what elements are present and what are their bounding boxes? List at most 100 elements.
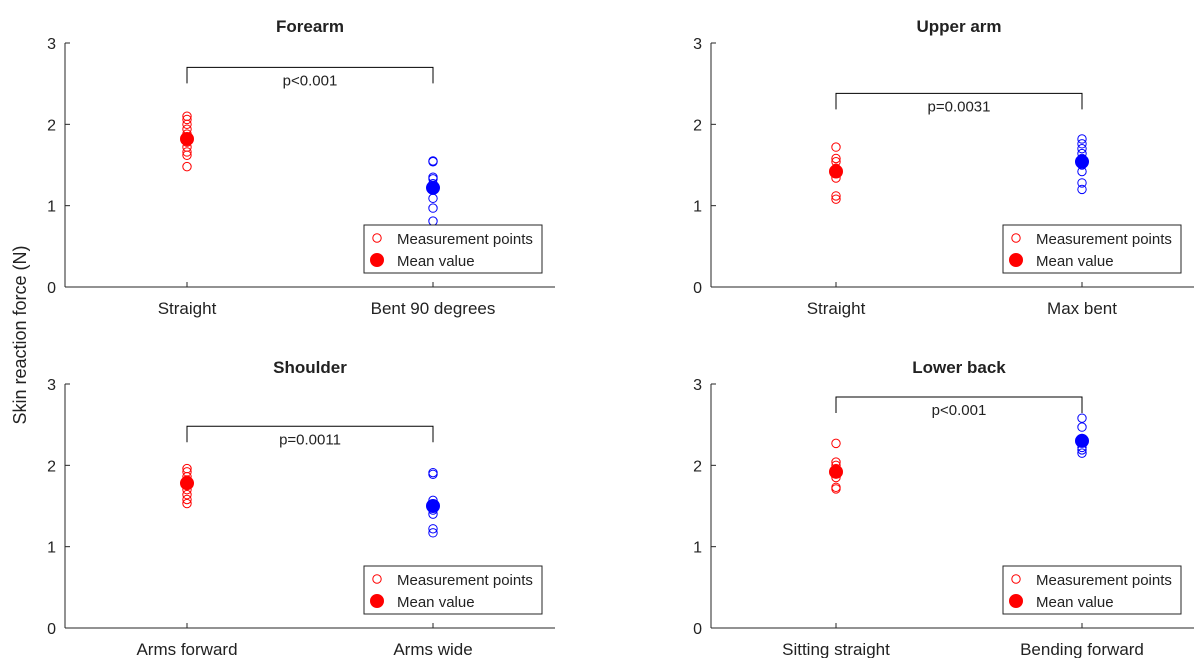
significance-label: p<0.001	[283, 72, 338, 89]
y-tick-label: 2	[693, 458, 702, 475]
x-category-label: Straight	[807, 299, 866, 318]
legend-marker-measurement	[372, 574, 382, 584]
mean-point	[426, 499, 440, 513]
measurement-point	[1077, 144, 1087, 154]
measurement-point	[428, 216, 438, 226]
y-tick-label: 2	[47, 458, 56, 475]
significance-bracket	[835, 92, 1083, 110]
measurement-point	[182, 147, 192, 157]
measurement-point	[428, 203, 438, 213]
x-category-label: Arms forward	[136, 640, 237, 658]
measurement-point	[182, 463, 192, 474]
y-tick-label: 0	[693, 280, 702, 297]
mean-point	[829, 464, 843, 479]
measurement-point	[428, 528, 438, 538]
y-tick-label: 3	[47, 36, 56, 53]
measurement-point	[182, 111, 192, 121]
measurement-point	[182, 114, 192, 125]
mean-point	[1075, 154, 1089, 169]
y-tick-label: 1	[47, 540, 56, 557]
legend-label: Measurement points	[397, 572, 533, 589]
y-tick-label: 3	[47, 377, 56, 394]
measurement-point	[831, 191, 841, 201]
measurement-point	[182, 498, 192, 509]
measurement-point	[1077, 139, 1087, 149]
legend-label: Mean value	[397, 253, 475, 270]
measurement-point	[1077, 448, 1087, 458]
legend: Measurement points Mean value	[1002, 565, 1182, 615]
y-tick-label: 1	[47, 199, 56, 216]
x-category-label: Bending forward	[1020, 640, 1144, 658]
measurement-point	[831, 482, 841, 492]
legend: Measurement points Mean value	[363, 565, 543, 615]
y-tick-label: 2	[693, 117, 702, 134]
legend-box	[363, 224, 543, 274]
measurement-point	[182, 161, 192, 172]
measurement-point	[1077, 134, 1087, 144]
significance-bracket	[835, 396, 1083, 414]
measurement-point	[831, 153, 841, 164]
legend-marker-measurement	[1011, 574, 1021, 584]
legend: Measurement points Mean value	[363, 224, 543, 274]
panel-title: Lower back	[912, 358, 1006, 377]
measurement-point	[1077, 178, 1087, 188]
x-category-label: Sitting straight	[782, 640, 890, 658]
panel-1: Forearm 0 1 2 3 Straight Bent 90 degrees p<0.00…	[47, 17, 555, 318]
legend-label: Mean value	[1036, 594, 1114, 611]
mean-point	[1075, 433, 1089, 448]
mean-point	[180, 131, 194, 146]
legend-marker-mean	[370, 594, 384, 608]
legend-label: Measurement points	[1036, 231, 1172, 248]
legend-label: Mean value	[397, 594, 475, 611]
significance-label: p<0.001	[932, 402, 987, 419]
measurement-point	[831, 194, 841, 204]
y-tick-label: 2	[47, 117, 56, 134]
legend-marker-measurement	[372, 233, 382, 243]
significance-bracket	[186, 66, 434, 84]
measurement-point	[1077, 413, 1087, 423]
y-tick-label: 0	[47, 621, 56, 638]
legend-label: Measurement points	[1036, 572, 1172, 589]
measurement-point	[182, 467, 192, 477]
measurement-point	[428, 193, 438, 204]
measurement-point	[1077, 184, 1087, 195]
panel-2: Upper arm 0 1 2 3 Straight Max bent p=0.0031 Mea…	[693, 17, 1194, 318]
mean-point	[426, 180, 440, 195]
legend-label: Measurement points	[397, 231, 533, 248]
measurement-point	[182, 119, 192, 130]
legend: Measurement points Mean value	[1002, 224, 1182, 274]
x-category-label: Max bent	[1047, 299, 1117, 318]
significance-bracket	[186, 425, 434, 443]
legend-marker-mean	[370, 253, 384, 267]
measurement-point	[428, 467, 438, 478]
legend-box	[363, 565, 543, 615]
panel-title: Forearm	[276, 17, 344, 36]
measurement-point	[182, 494, 192, 505]
y-tick-label: 1	[693, 540, 702, 557]
legend-marker-measurement	[1011, 233, 1021, 243]
y-tick-label: 3	[693, 36, 702, 53]
panel-4: Lower back 0 1 2 3 Sitting straight Bending fo…	[693, 358, 1194, 658]
y-tick-label: 0	[47, 280, 56, 297]
significance-label: p=0.0011	[279, 431, 341, 448]
measurement-point	[831, 438, 841, 449]
y-tick-label: 3	[693, 377, 702, 394]
x-category-label: Arms wide	[393, 640, 472, 658]
measurement-point	[831, 142, 841, 152]
y-tick-label: 0	[693, 621, 702, 638]
y-axis-label: Skin reaction force (N)	[10, 245, 30, 424]
measurement-point	[1077, 422, 1087, 432]
measurement-point	[182, 489, 192, 500]
measurement-point	[428, 524, 438, 534]
panel-title: Upper arm	[916, 17, 1001, 36]
mean-point	[180, 476, 194, 491]
legend-box	[1002, 565, 1182, 615]
legend-marker-mean	[1009, 253, 1023, 267]
legend-marker-mean	[1009, 594, 1023, 608]
mean-point	[829, 164, 843, 179]
legend-label: Mean value	[1036, 253, 1114, 270]
panel-3: Shoulder 0 1 2 3 Arms forward Arms wide p=0.001…	[47, 358, 555, 658]
y-tick-label: 1	[693, 199, 702, 216]
panel-title: Shoulder	[273, 358, 347, 377]
